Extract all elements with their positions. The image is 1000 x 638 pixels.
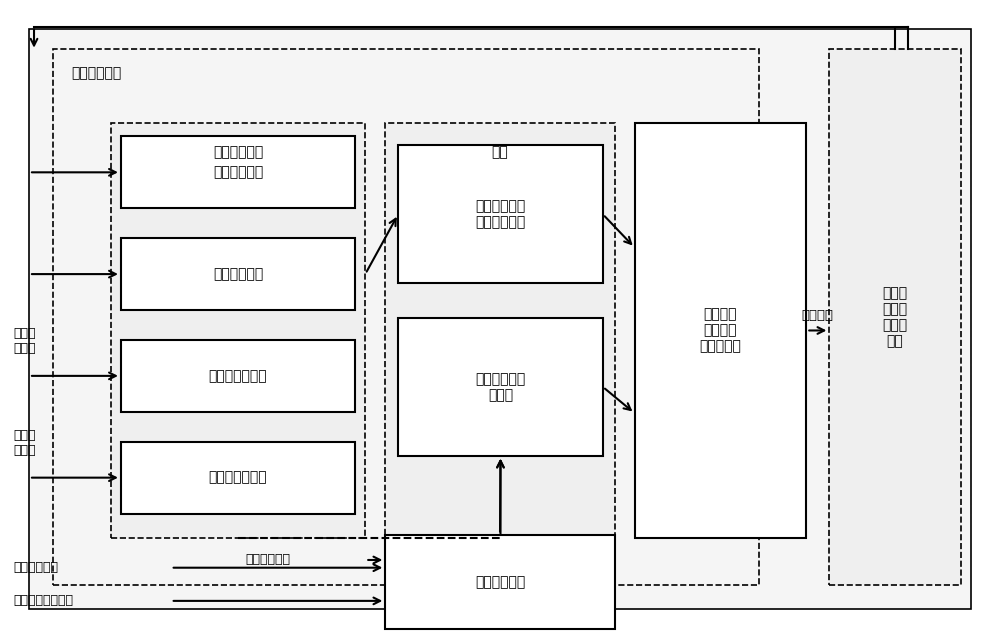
- Text: 实时热
工参数: 实时热 工参数: [13, 327, 36, 355]
- Bar: [398, 318, 603, 456]
- Text: 电力用
户侧用
电负荷
设备: 电力用 户侧用 电负荷 设备: [883, 286, 908, 348]
- Bar: [635, 123, 806, 538]
- Bar: [111, 123, 365, 538]
- Bar: [53, 48, 759, 586]
- Text: 他控控制策略
的执行: 他控控制策略 的执行: [475, 372, 526, 402]
- Text: 电能质量参数: 电能质量参数: [213, 267, 263, 281]
- Text: 实时电工参数: 实时电工参数: [71, 66, 121, 80]
- Text: 他控控制策略: 他控控制策略: [475, 575, 525, 589]
- Text: 实时环
境信息: 实时环 境信息: [13, 429, 36, 457]
- Bar: [398, 145, 603, 283]
- Bar: [121, 238, 355, 310]
- Text: 电力系统信息: 电力系统信息: [13, 561, 58, 574]
- Text: 设备热工量参数: 设备热工量参数: [209, 369, 267, 383]
- Text: 自控控制策略
的生成与执行: 自控控制策略 的生成与执行: [475, 199, 526, 229]
- Bar: [121, 340, 355, 412]
- Text: 基本电工参数: 基本电工参数: [213, 165, 263, 179]
- Bar: [121, 441, 355, 514]
- Text: 能够发出
控制命令
的控制单元: 能够发出 控制命令 的控制单元: [700, 308, 741, 353]
- Text: 实时参数采集: 实时参数采集: [213, 145, 263, 160]
- Text: 控制命令: 控制命令: [802, 309, 834, 322]
- Bar: [121, 137, 355, 208]
- Text: 实时监测参数: 实时监测参数: [246, 554, 291, 567]
- Bar: [385, 123, 615, 538]
- Text: 环境热工量参数: 环境热工量参数: [209, 471, 267, 485]
- Bar: [829, 48, 961, 586]
- Bar: [385, 535, 615, 629]
- Text: 策略: 策略: [492, 145, 508, 160]
- Text: 设备能耗属性参数: 设备能耗属性参数: [13, 595, 73, 607]
